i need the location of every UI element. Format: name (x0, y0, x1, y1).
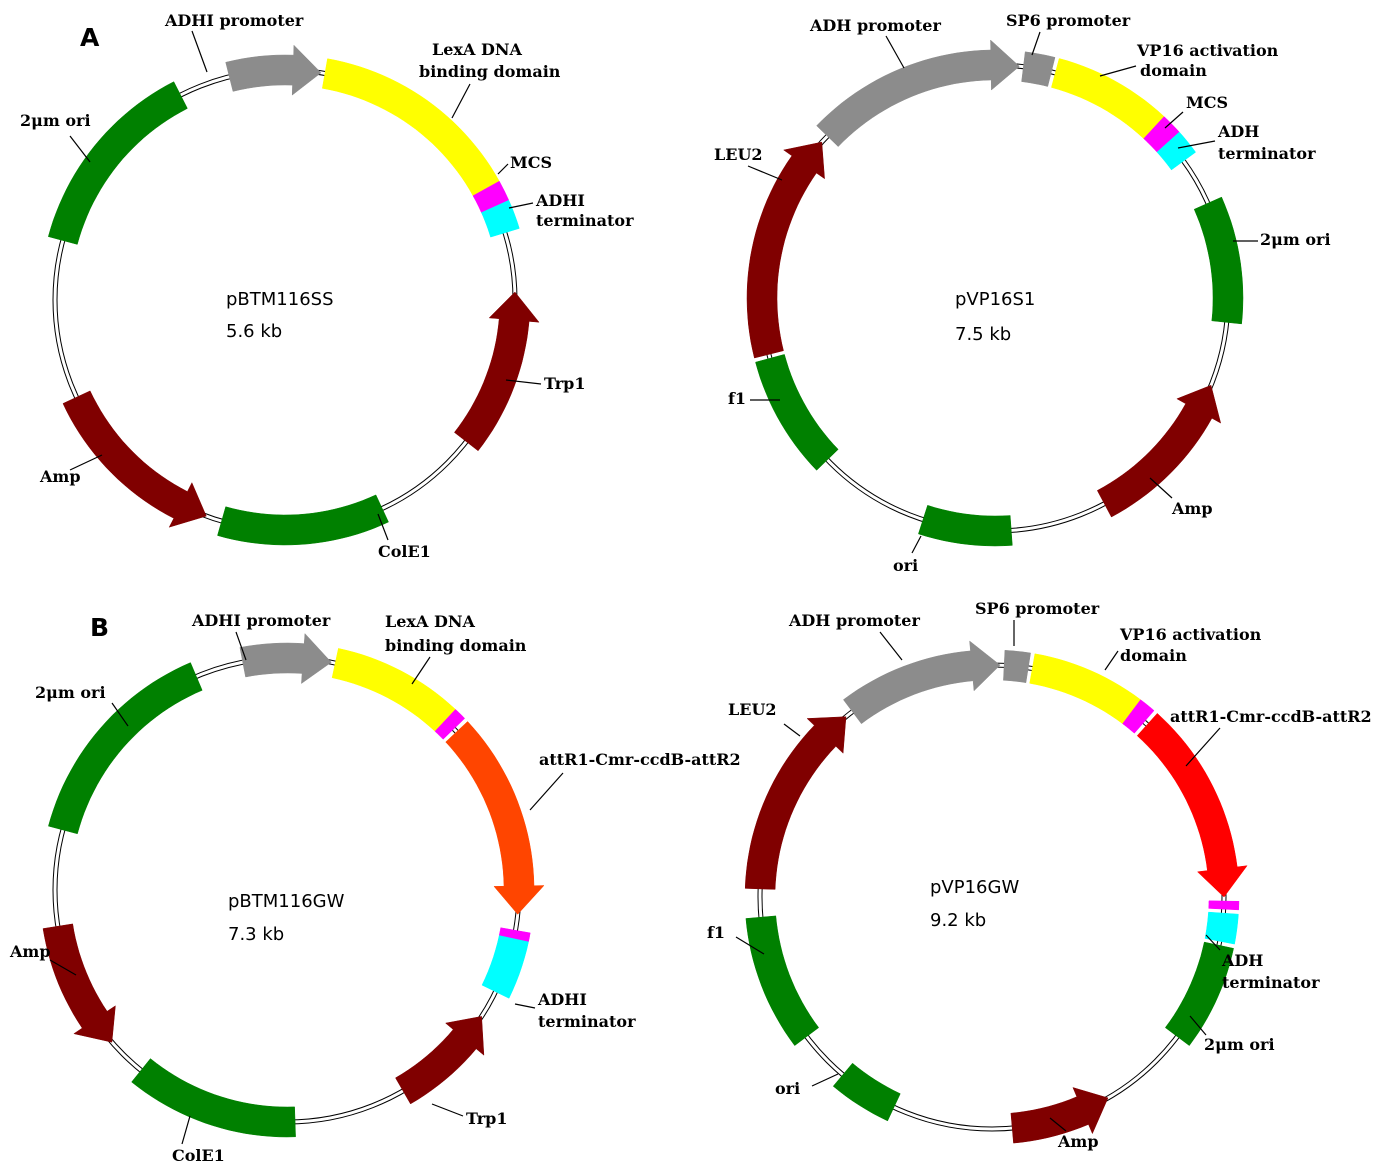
label-amp: Amp (9, 942, 51, 961)
label-vp16-line2: domain (1140, 61, 1207, 80)
feature-amp (1097, 385, 1220, 517)
plasmid-size: 7.5 kb (955, 324, 1011, 345)
label-lexa-dbd-line1: LexA DNA (432, 40, 522, 59)
feature-amp (43, 924, 115, 1042)
panel-label-a: A (80, 23, 100, 52)
plasmid-map-pbtm116ss: pBTM116SS 5.6 kb ADHI promoter LexA DNA … (20, 11, 634, 561)
label-adh-promoter: ADH promoter (788, 611, 920, 630)
plasmid-map-pvp16s1: pVP16S1 7.5 kb ADH promoter SP6 promoter… (714, 11, 1331, 575)
feature-ori (918, 505, 1012, 546)
label-adh-promoter: ADH promoter (809, 16, 941, 35)
feature-trp1 (396, 1016, 484, 1104)
label-2um-ori: 2μm ori (1204, 1035, 1275, 1054)
label-adhi-promoter: ADHI promoter (164, 11, 304, 30)
feature-2um-ori (48, 82, 187, 245)
label-mcs: MCS (510, 153, 552, 172)
label-adh-terminator-line2: terminator (1222, 973, 1320, 992)
feature-attr-cassette (1137, 713, 1247, 897)
panel-label-b: B (90, 613, 109, 642)
feature-f1 (756, 354, 839, 470)
label-adhi-terminator-line1: ADHI (535, 191, 585, 210)
plasmid-name: pVP16S1 (955, 289, 1035, 310)
label-trp1: Trp1 (466, 1109, 508, 1128)
feature-sp6-promoter (1003, 650, 1030, 682)
feature-mcs-stripe (1209, 901, 1239, 910)
label-adh-terminator-line2: terminator (1218, 144, 1316, 163)
feature-f1 (746, 916, 819, 1046)
label-amp: Amp (1171, 499, 1213, 518)
plasmid-name: pBTM116GW (228, 891, 345, 912)
feature-attr-cassette (446, 722, 544, 915)
plasmid-name: pVP16GW (930, 877, 1019, 898)
label-amp: Amp (39, 467, 81, 486)
feature-leu2 (745, 717, 846, 890)
plasmid-map-pvp16gw: pVP16GW 9.2 kb ADH promoter SP6 promoter… (707, 599, 1372, 1151)
label-2um-ori: 2μm ori (20, 111, 91, 130)
label-2um-ori: 2μm ori (35, 683, 106, 702)
feature-adhi-terminator (482, 935, 529, 998)
label-2um-ori: 2μm ori (1260, 230, 1331, 249)
label-sp6-promoter: SP6 promoter (975, 599, 1100, 618)
feature-amp (63, 391, 206, 527)
label-vp16-line2: domain (1120, 646, 1187, 665)
label-f1: f1 (728, 389, 746, 408)
feature-cole1 (132, 1059, 296, 1137)
feature-adh-promoter (843, 641, 1000, 724)
label-lexa-dbd-line1: LexA DNA (385, 612, 475, 631)
plasmid-size: 9.2 kb (930, 910, 986, 931)
label-cole1: ColE1 (172, 1146, 225, 1164)
label-lexa-dbd-line2: binding domain (385, 636, 527, 655)
label-leu2: LEU2 (728, 700, 777, 719)
label-vp16-line1: VP16 activation (1136, 41, 1279, 60)
label-ori: ori (775, 1079, 800, 1098)
label-cole1: ColE1 (378, 542, 431, 561)
feature-leu2 (747, 142, 825, 358)
feature-2um-ori (1194, 197, 1243, 324)
plasmid-name: pBTM116SS (226, 289, 334, 310)
label-amp: Amp (1057, 1132, 1099, 1151)
label-adh-terminator-line1: ADH (1217, 122, 1259, 141)
label-sp6-promoter: SP6 promoter (1006, 11, 1131, 30)
label-lexa-dbd-line2: binding domain (419, 62, 561, 81)
feature-sp6-promoter (1022, 52, 1055, 87)
label-f1: f1 (707, 923, 725, 942)
label-attr-cassette: attR1-Cmr-ccdB-attR2 (539, 750, 741, 769)
label-adhi-terminator-line2: terminator (538, 1012, 636, 1031)
label-trp1: Trp1 (544, 374, 586, 393)
label-mcs: MCS (1186, 93, 1228, 112)
feature-adhi-promoter (226, 45, 321, 95)
label-ori: ori (893, 556, 918, 575)
feature-lexa-dbd (332, 648, 455, 731)
feature-adh-promoter (817, 40, 1020, 147)
label-adhi-promoter: ADHI promoter (191, 611, 331, 630)
feature-trp1 (454, 292, 539, 451)
label-adh-terminator-line1: ADH (1221, 951, 1263, 970)
feature-cole1 (218, 495, 389, 545)
feature-adhi-promoter (240, 634, 331, 684)
plasmid-size: 7.3 kb (228, 924, 284, 945)
label-attr-cassette: attR1-Cmr-ccdB-attR2 (1170, 707, 1372, 726)
plasmid-map-pbtm116gw: pBTM116GW 7.3 kb ADHI promoter LexA DNA … (9, 611, 741, 1164)
label-adhi-terminator-line1: ADHI (537, 990, 587, 1009)
plasmid-size: 5.6 kb (226, 321, 282, 342)
label-adhi-terminator-line2: terminator (536, 211, 634, 230)
label-vp16-line1: VP16 activation (1119, 625, 1262, 644)
label-leu2: LEU2 (714, 145, 763, 164)
